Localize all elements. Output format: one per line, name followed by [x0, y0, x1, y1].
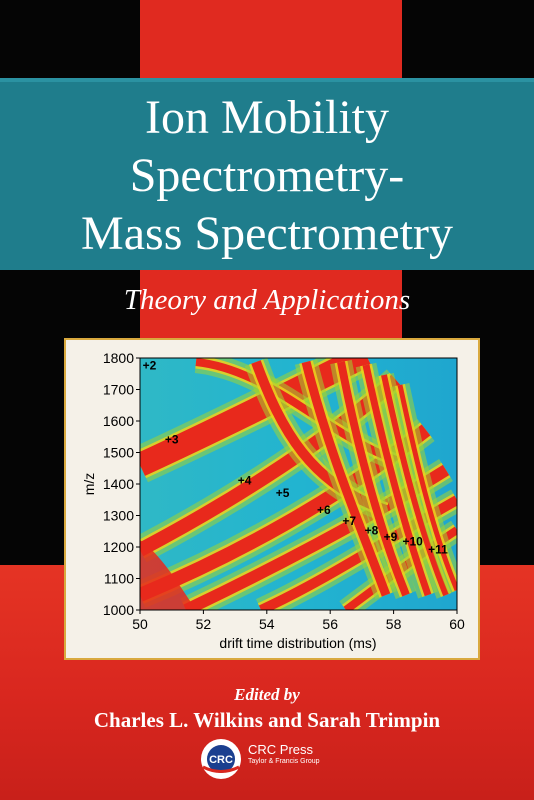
y-tick-label: 1400	[103, 476, 134, 492]
y-tick-label: 1500	[103, 445, 134, 461]
title-line-2: Spectrometry-	[129, 149, 405, 202]
charge-state-label: +10	[402, 535, 423, 549]
y-axis-label: m/z	[81, 473, 97, 496]
heatmap-chart: 50 52 54 56 58 60 1000 1100 1200 1300 1400 1500 1600…	[81, 350, 465, 651]
heatmap-lowleft-region	[140, 540, 196, 610]
teal-band-highlight	[0, 78, 534, 82]
cover-figure: 50 52 54 56 58 60 1000 1100 1200 1300 1400 1500 1600…	[64, 338, 480, 660]
heatmap-red-band	[397, 384, 457, 591]
y-tick-label: 1700	[103, 382, 134, 398]
publisher-logo: CRC CRC Press Taylor & Francis Group	[198, 736, 348, 782]
x-tick-label: 54	[259, 616, 275, 632]
crc-logo-icon: CRC	[201, 739, 241, 779]
teal-title-band	[0, 78, 534, 270]
heatmap-red-band	[337, 361, 410, 597]
heatmap-red-band	[301, 360, 391, 597]
x-tick-label: 60	[449, 616, 465, 632]
y-tick-label: 1100	[104, 571, 134, 587]
charge-state-label: +7	[342, 514, 356, 528]
publisher-name: CRC Press	[248, 742, 314, 757]
charge-state-label: +8	[365, 524, 379, 538]
charge-state-label: +5	[276, 486, 290, 500]
y-tick-label: 1000	[103, 602, 134, 618]
subtitle: Theory and Applications	[123, 284, 411, 316]
charge-state-label: +6	[317, 503, 331, 517]
crc-logo-text: CRC	[209, 754, 233, 766]
heatmap-red-band	[140, 374, 401, 557]
edited-by-label: Edited by	[234, 685, 300, 704]
charge-state-label: +4	[238, 473, 252, 487]
charge-state-label: +9	[384, 530, 398, 544]
heatmap-red-band	[362, 364, 432, 597]
x-tick-label: 50	[132, 616, 148, 632]
x-tick-label: 52	[196, 616, 212, 632]
y-tick-label: 1200	[103, 539, 134, 555]
y-tick-label: 1600	[103, 413, 134, 429]
y-tick-label: 1300	[103, 508, 134, 524]
charge-state-label: +3	[165, 432, 179, 446]
publisher-group: Taylor & Francis Group	[248, 758, 320, 765]
title-line-3: Mass Spectrometry	[81, 207, 453, 260]
charge-state-label: +11	[428, 543, 448, 557]
heatmap-red-band	[381, 374, 449, 597]
editors-names: Charles L. Wilkins and Sarah Trimpin	[93, 708, 441, 732]
x-tick-label: 58	[386, 616, 402, 632]
x-tick-label: 56	[322, 616, 338, 632]
x-axis-label: drift time distribution (ms)	[219, 635, 376, 651]
y-tick-label: 1800	[103, 350, 134, 366]
title-line-1: Ion Mobility	[144, 91, 389, 144]
charge-state-label: +2	[143, 358, 157, 372]
